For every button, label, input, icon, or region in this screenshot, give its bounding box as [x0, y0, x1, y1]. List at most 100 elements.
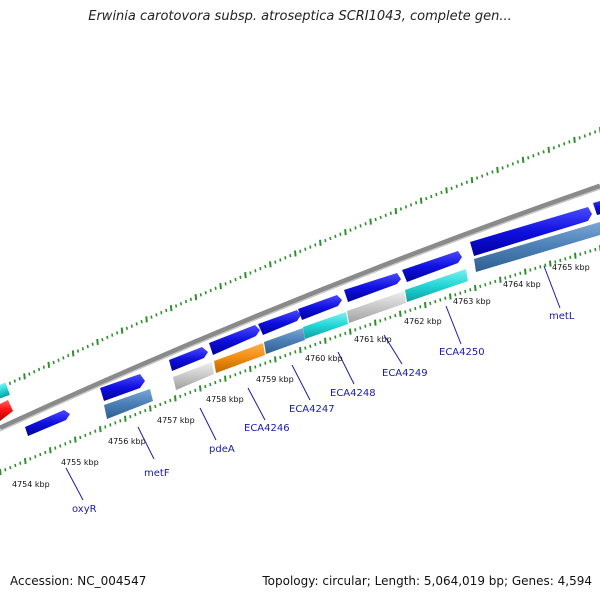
tick-mark	[79, 435, 82, 440]
tick-mark	[54, 446, 57, 450]
cds-feature[interactable]	[25, 410, 70, 436]
cds-feature[interactable]	[258, 310, 301, 335]
gene-label-metF[interactable]: metF	[144, 468, 170, 479]
gene-label-ECA4248[interactable]: ECA4248	[330, 388, 376, 399]
tick-mark	[389, 315, 392, 319]
kbp-label: 4758 kbp	[206, 395, 244, 404]
gene-label-ECA4246[interactable]: ECA4246	[244, 423, 290, 434]
tick-mark	[274, 356, 277, 363]
tick-mark	[254, 365, 257, 369]
tick-mark	[9, 465, 12, 470]
tick-mark	[394, 313, 397, 318]
tick-mark	[299, 249, 302, 254]
tick-mark	[165, 308, 168, 313]
tick-mark	[249, 365, 252, 373]
tick-mark	[374, 319, 377, 326]
tick-mark	[284, 353, 287, 358]
cds-feature[interactable]	[344, 273, 401, 302]
kbp-label: 4759 kbp	[256, 375, 294, 384]
tick-mark	[384, 317, 387, 321]
tick-mark	[81, 347, 84, 351]
cds-feature[interactable]	[474, 222, 600, 272]
tick-mark	[94, 429, 97, 433]
tick-mark	[175, 304, 178, 308]
cds-feature[interactable]	[0, 382, 10, 400]
tick-mark	[379, 319, 382, 323]
tick-mark	[544, 263, 547, 267]
tick-mark	[264, 361, 267, 365]
gene-label-ECA4249[interactable]: ECA4249	[382, 368, 428, 379]
tick-mark	[435, 192, 438, 197]
tick-mark	[89, 431, 92, 435]
tick-mark	[224, 375, 227, 382]
tick-mark	[484, 283, 487, 287]
cds-feature[interactable]	[303, 312, 348, 339]
forward-strand-features	[0, 198, 600, 401]
cds-feature[interactable]	[214, 343, 265, 373]
tick-mark	[52, 360, 55, 365]
tick-mark	[130, 324, 133, 328]
tick-mark	[573, 136, 576, 143]
tick-mark	[409, 308, 412, 312]
cds-feature[interactable]	[209, 325, 260, 355]
cds-feature[interactable]	[402, 251, 462, 282]
gene-label-ECA4250[interactable]: ECA4250	[439, 347, 485, 358]
tick-mark	[214, 286, 217, 290]
tick-mark	[409, 203, 413, 207]
tick-mark	[554, 260, 557, 264]
tick-mark	[99, 426, 102, 433]
tick-mark	[129, 415, 132, 419]
tick-mark	[74, 436, 77, 443]
tick-mark	[429, 301, 432, 306]
cds-feature[interactable]	[347, 291, 406, 323]
tick-mark	[189, 297, 192, 301]
tick-mark	[155, 313, 158, 317]
tick-mark	[584, 250, 587, 255]
tick-mark	[37, 367, 41, 372]
cds-feature[interactable]	[0, 400, 13, 421]
tick-mark	[0, 468, 2, 476]
cds-feature[interactable]	[100, 374, 145, 401]
tick-mark	[425, 196, 428, 201]
cds-feature[interactable]	[298, 295, 342, 320]
tick-mark	[481, 174, 484, 178]
tick-mark	[369, 322, 372, 327]
gene-label-ECA4247[interactable]: ECA4247	[289, 404, 335, 415]
cds-feature[interactable]	[470, 207, 592, 256]
tick-mark	[234, 373, 237, 377]
cds-feature[interactable]	[173, 362, 214, 390]
tick-mark	[470, 177, 474, 184]
gene-label-metL[interactable]: metL	[549, 311, 575, 322]
tick-mark	[304, 346, 307, 350]
cds-feature[interactable]	[169, 347, 208, 371]
cds-feature[interactable]	[405, 269, 468, 302]
tick-mark	[289, 352, 292, 356]
tick-mark	[445, 187, 448, 194]
tick-mark	[479, 284, 482, 289]
gene-label-pdeA[interactable]: pdeA	[209, 444, 235, 455]
tick-mark	[119, 419, 122, 423]
tick-mark	[460, 182, 463, 186]
cds-feature[interactable]	[593, 198, 600, 215]
tick-mark	[329, 337, 332, 341]
tick-mark	[491, 170, 494, 174]
tick-mark	[219, 282, 222, 290]
cds-feature[interactable]	[264, 328, 305, 354]
tick-mark	[106, 335, 109, 340]
tick-mark	[359, 224, 362, 228]
tick-mark	[534, 266, 537, 271]
tick-mark	[379, 215, 382, 220]
tick-mark	[174, 395, 177, 402]
tick-mark	[364, 222, 367, 226]
tick-mark	[594, 130, 597, 134]
tick-mark	[314, 243, 317, 247]
backbone-shadow	[0, 188, 600, 432]
tick-mark	[294, 250, 297, 257]
tick-mark	[69, 440, 72, 444]
kbp-label: 4764 kbp	[503, 280, 541, 289]
tick-mark	[179, 302, 183, 306]
cds-feature[interactable]	[104, 389, 153, 419]
gene-label-oxyR[interactable]: oxyR	[72, 504, 97, 515]
tick-mark	[589, 249, 592, 253]
tick-mark	[529, 268, 532, 272]
